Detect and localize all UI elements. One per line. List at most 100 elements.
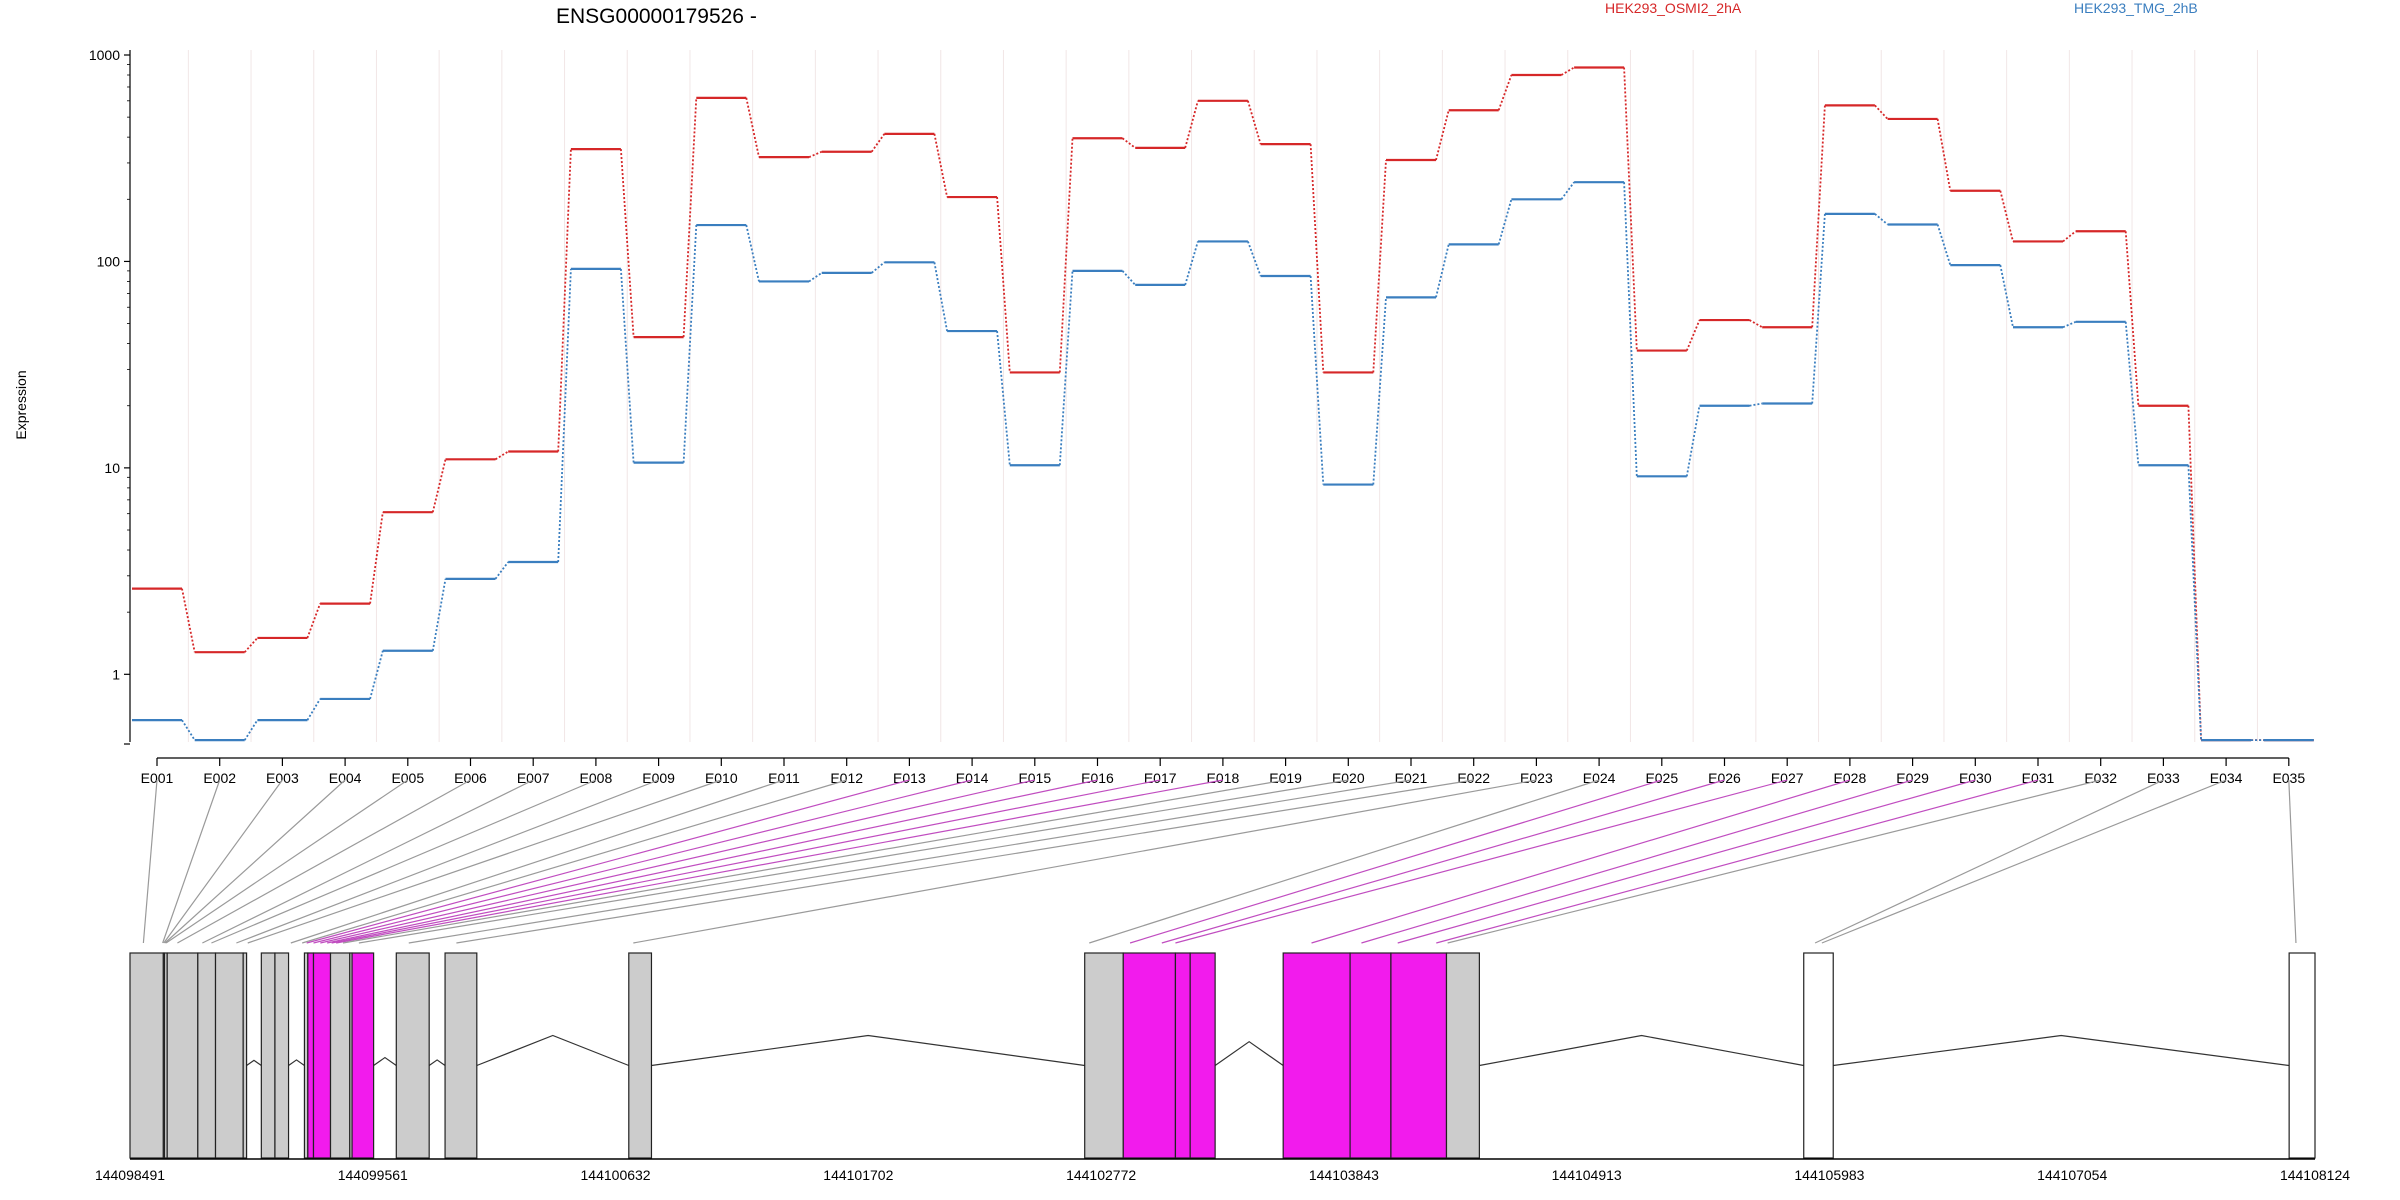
series-transition (808, 272, 823, 283)
chart-title: ENSG00000179526 - (556, 5, 757, 28)
series-transition (1749, 319, 1763, 329)
x-tick-label: E004 (329, 770, 362, 786)
series-transition (557, 268, 572, 563)
bin-connector-E025 (1129, 779, 1662, 944)
bin-connector-E014 (313, 779, 973, 944)
x-tick-label: E005 (391, 770, 424, 786)
x-tick-label: E035 (2272, 770, 2305, 786)
exon-E022 (1189, 952, 1216, 1159)
exon-E024 (1349, 952, 1392, 1159)
x-tick-label: E003 (266, 770, 299, 786)
y-axis-label: Expression (13, 370, 29, 439)
bin-connector-E020 (358, 779, 1349, 944)
exon-E019 (1084, 952, 1124, 1159)
bin-connector-E004 (164, 779, 346, 944)
exon-E013 (329, 952, 351, 1159)
bin-connector-E021 (408, 779, 1412, 944)
exon-E009 (274, 952, 290, 1159)
genome-coordinate-label: 144104913 (1552, 1167, 1622, 1183)
series-transition (620, 268, 635, 463)
genome-coordinate-label: 144105983 (1794, 1167, 1864, 1183)
exon-E020 (1122, 952, 1177, 1159)
series-transition (1058, 138, 1074, 373)
series-transition (369, 512, 384, 604)
series-transition (933, 133, 948, 198)
bin-connector-E013 (306, 779, 910, 944)
x-tick-label: E020 (1332, 770, 1365, 786)
bin-connector-E029 (1361, 779, 1913, 944)
series-1-line (132, 66, 2314, 742)
x-tick-label: E002 (203, 770, 236, 786)
series-transition (1560, 181, 1575, 200)
series-transition (369, 650, 384, 700)
bin-connector-E016 (326, 779, 1098, 944)
exon-E026 (1445, 952, 1480, 1159)
intron (651, 1034, 1085, 1067)
bin-connector-E023 (633, 779, 1537, 944)
bin-connector-E024 (1089, 779, 1600, 944)
bin-connector-E007 (202, 779, 534, 944)
series-transition (745, 224, 760, 282)
exon-E018 (628, 952, 653, 1159)
genome-coordinate-label: 144098491 (95, 1167, 165, 1183)
series-transition (1121, 137, 1136, 149)
bin-connector-E008 (211, 779, 597, 944)
series-transition (1999, 190, 2014, 242)
series-transition (495, 450, 509, 461)
bin-connector-E001 (142, 779, 158, 944)
series-transition (1936, 118, 1952, 191)
legend-series-2: HEK293_TMG_2hB (2074, 0, 2198, 16)
x-tick-label: E015 (1018, 770, 1051, 786)
y-tick-label: 1000 (89, 47, 120, 63)
bin-connectors (142, 779, 2297, 944)
series-transition (1623, 67, 1638, 351)
x-axis: E001 E002 E003 E004 E005 E006 E007 E008 E009 E010… (141, 757, 2305, 786)
x-tick-label: E022 (1457, 770, 1490, 786)
series-transition (871, 261, 885, 274)
bin-connector-E011 (290, 779, 785, 944)
x-tick-label: E010 (705, 770, 738, 786)
bin-connector-E034 (1821, 779, 2227, 944)
series-transition (431, 459, 447, 513)
exon-E012 (312, 952, 332, 1159)
bin-connector-E003 (163, 779, 283, 944)
exon-E028 (2288, 952, 2316, 1159)
genome-coordinate-label: 144108124 (2280, 1167, 2350, 1183)
series-transition (1874, 104, 1889, 120)
genome-coordinate-label: 144107054 (2037, 1167, 2107, 1183)
intron (476, 1034, 630, 1067)
genome-coordinate-label: 144099561 (338, 1167, 408, 1183)
bin-connector-E017 (331, 779, 1161, 944)
series-transition (1435, 110, 1450, 161)
series-transition (557, 149, 572, 452)
series-transition (1372, 159, 1387, 373)
series-transition (431, 578, 447, 651)
exon-E005 (197, 952, 217, 1159)
x-tick-label: E008 (580, 770, 613, 786)
series-transition (620, 149, 635, 338)
series-transition (1936, 224, 1952, 266)
x-tick-label: E023 (1520, 770, 1553, 786)
bin-connector-E006 (177, 779, 471, 944)
series-transition (1372, 297, 1387, 485)
exon-E021 (1174, 952, 1191, 1159)
x-tick-label: E016 (1081, 770, 1114, 786)
intron (1833, 1034, 2290, 1067)
exon-E025 (1390, 952, 1448, 1159)
bin-connector-E035 (2288, 779, 2297, 944)
bin-connector-E026 (1161, 779, 1725, 944)
series-transition (2062, 230, 2077, 243)
series-transition (1623, 182, 1638, 477)
series-transition (1121, 270, 1136, 286)
bin-connector-E031 (1436, 779, 2039, 944)
x-tick-label: E021 (1395, 770, 1428, 786)
x-tick-label: E006 (454, 770, 487, 786)
series-2-line (132, 181, 2314, 742)
bin-connector-E012 (301, 779, 847, 944)
vertical-gridlines (187, 50, 2258, 742)
intron (288, 1059, 305, 1066)
exon-E027 (1803, 952, 1834, 1159)
exon-E004 (166, 952, 199, 1159)
exon-E007 (242, 952, 248, 1159)
